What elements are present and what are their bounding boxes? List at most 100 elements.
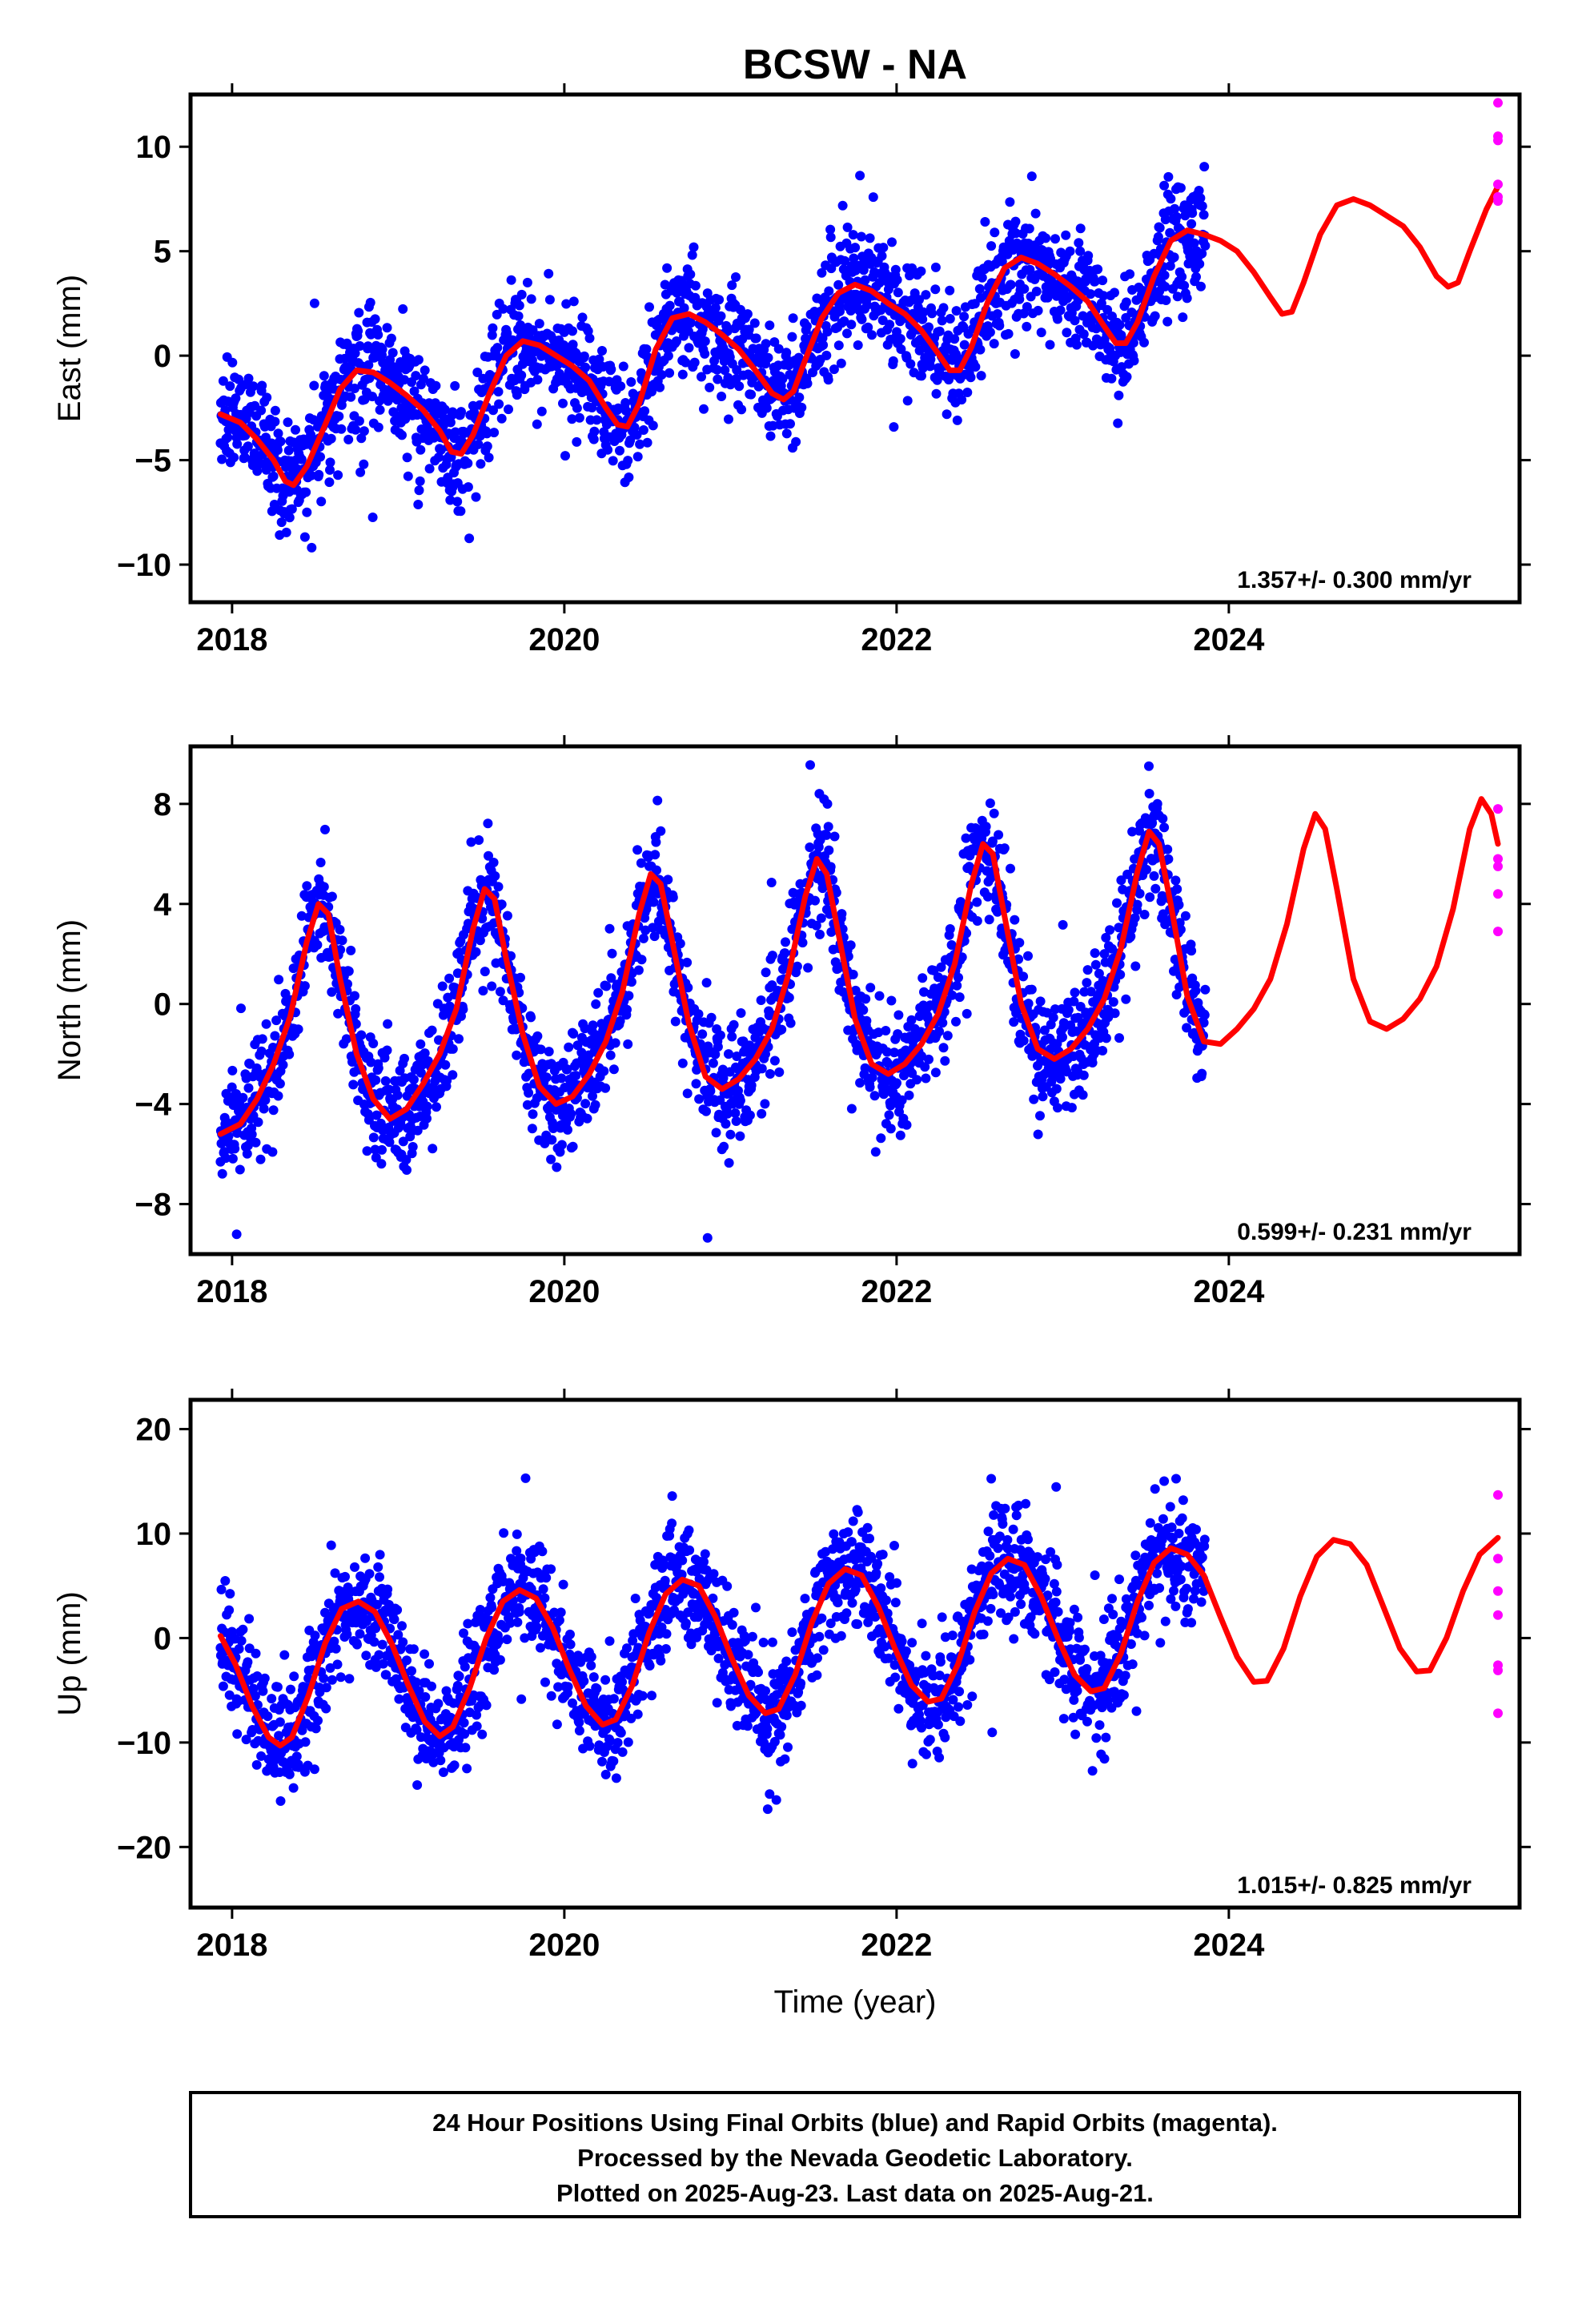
final-orbit-point bbox=[315, 858, 326, 867]
final-orbit-point bbox=[744, 324, 754, 335]
final-orbit-point bbox=[706, 1012, 717, 1023]
y-tick-label: 8 bbox=[154, 787, 171, 822]
final-orbit-point bbox=[986, 241, 997, 251]
final-orbit-point bbox=[746, 389, 757, 400]
final-orbit-point bbox=[873, 1027, 884, 1038]
final-orbit-point bbox=[333, 470, 343, 480]
final-orbit-point bbox=[683, 1607, 693, 1618]
final-orbit-point bbox=[938, 1018, 948, 1028]
final-orbit-point bbox=[589, 426, 600, 436]
final-orbit-point bbox=[487, 330, 497, 340]
final-orbit-point bbox=[572, 403, 582, 413]
final-orbit-point bbox=[386, 333, 396, 344]
final-orbit-point bbox=[522, 277, 532, 287]
final-orbit-point bbox=[544, 295, 555, 305]
final-orbit-point bbox=[813, 842, 824, 852]
final-orbit-point bbox=[427, 1681, 436, 1691]
final-orbit-point bbox=[607, 948, 617, 959]
final-orbit-point bbox=[668, 892, 678, 903]
final-orbit-point bbox=[1003, 328, 1014, 339]
final-orbit-point bbox=[608, 456, 618, 466]
final-orbit-point bbox=[377, 1144, 387, 1155]
final-orbit-point bbox=[343, 966, 354, 976]
final-orbit-point bbox=[675, 939, 685, 949]
final-orbit-point bbox=[335, 1672, 346, 1683]
final-orbit-point bbox=[341, 1034, 351, 1044]
final-orbit-point bbox=[238, 1092, 248, 1103]
final-orbit-point bbox=[499, 1528, 509, 1538]
final-orbit-point bbox=[259, 1104, 269, 1114]
final-orbit-point bbox=[472, 1710, 482, 1720]
final-orbit-point bbox=[1126, 931, 1136, 942]
final-orbit-point bbox=[440, 404, 450, 415]
velocity-label-north: 0.599+/- 0.231 mm/yr bbox=[1237, 1219, 1472, 1245]
final-orbit-point bbox=[400, 1053, 409, 1063]
final-orbit-point bbox=[886, 995, 897, 1006]
final-orbit-point bbox=[1142, 864, 1151, 875]
final-orbit-point bbox=[1182, 1023, 1192, 1033]
final-orbit-point bbox=[437, 981, 448, 991]
final-orbit-point bbox=[846, 1104, 857, 1114]
final-orbit-point bbox=[1053, 1103, 1062, 1113]
final-orbit-point bbox=[734, 381, 745, 392]
final-orbit-point bbox=[225, 381, 235, 392]
final-orbit-point bbox=[705, 1086, 716, 1096]
final-orbit-point bbox=[1149, 870, 1159, 881]
final-orbit-point bbox=[456, 506, 466, 517]
y-tick-label: 0 bbox=[154, 339, 171, 374]
final-orbit-point bbox=[337, 935, 347, 946]
final-orbit-point bbox=[593, 987, 604, 998]
final-orbit-point bbox=[1058, 919, 1068, 930]
final-orbit-point bbox=[412, 1725, 422, 1735]
final-orbit-point bbox=[482, 428, 492, 439]
final-orbit-point bbox=[418, 373, 428, 384]
final-orbit-point bbox=[989, 808, 999, 818]
final-orbit-point bbox=[825, 862, 836, 872]
final-orbit-point bbox=[914, 295, 924, 305]
final-orbit-point bbox=[632, 452, 643, 462]
final-orbit-point bbox=[724, 414, 733, 424]
final-orbit-point bbox=[351, 1003, 361, 1014]
final-orbit-point bbox=[513, 311, 524, 321]
final-orbit-point bbox=[1166, 194, 1176, 204]
final-orbit-point bbox=[371, 1662, 381, 1672]
final-orbit-point bbox=[865, 1082, 875, 1092]
final-orbit-point bbox=[494, 1635, 504, 1646]
final-orbit-point bbox=[999, 843, 1010, 854]
final-orbit-point bbox=[320, 1607, 330, 1618]
final-orbit-point bbox=[837, 909, 847, 919]
final-orbit-point bbox=[480, 967, 490, 977]
final-orbit-point bbox=[252, 466, 263, 476]
final-orbit-point bbox=[952, 415, 962, 425]
final-orbit-point bbox=[463, 458, 473, 468]
final-orbit-point bbox=[548, 1124, 559, 1133]
final-orbit-point bbox=[686, 1639, 697, 1650]
final-orbit-point bbox=[835, 306, 845, 316]
final-orbit-point bbox=[544, 268, 554, 279]
final-orbit-point bbox=[731, 1116, 741, 1126]
final-orbit-point bbox=[478, 986, 488, 996]
final-orbit-point bbox=[691, 1079, 701, 1089]
final-orbit-point bbox=[1063, 1005, 1074, 1015]
final-orbit-point bbox=[735, 1131, 745, 1141]
final-orbit-point bbox=[1105, 925, 1115, 935]
final-orbit-point bbox=[821, 830, 832, 840]
velocity-label-east: 1.357+/- 0.300 mm/yr bbox=[1237, 567, 1472, 593]
final-orbit-point bbox=[229, 452, 239, 463]
final-orbit-point bbox=[842, 222, 853, 232]
final-orbit-point bbox=[615, 445, 624, 456]
rapid-orbit-points-north bbox=[1493, 804, 1504, 937]
final-orbit-point bbox=[471, 492, 481, 502]
final-orbit-point bbox=[848, 230, 858, 240]
final-orbit-point bbox=[868, 192, 878, 203]
final-orbit-point bbox=[901, 1120, 912, 1130]
final-orbit-point bbox=[822, 327, 833, 337]
final-orbit-point bbox=[1070, 316, 1080, 326]
final-orbit-point bbox=[1090, 959, 1101, 970]
final-orbit-point bbox=[280, 988, 291, 999]
final-orbit-point bbox=[1058, 1032, 1067, 1043]
final-orbit-point bbox=[689, 357, 700, 368]
final-orbit-point bbox=[512, 390, 522, 400]
final-orbit-point bbox=[665, 368, 675, 378]
final-orbit-point bbox=[1170, 875, 1181, 886]
